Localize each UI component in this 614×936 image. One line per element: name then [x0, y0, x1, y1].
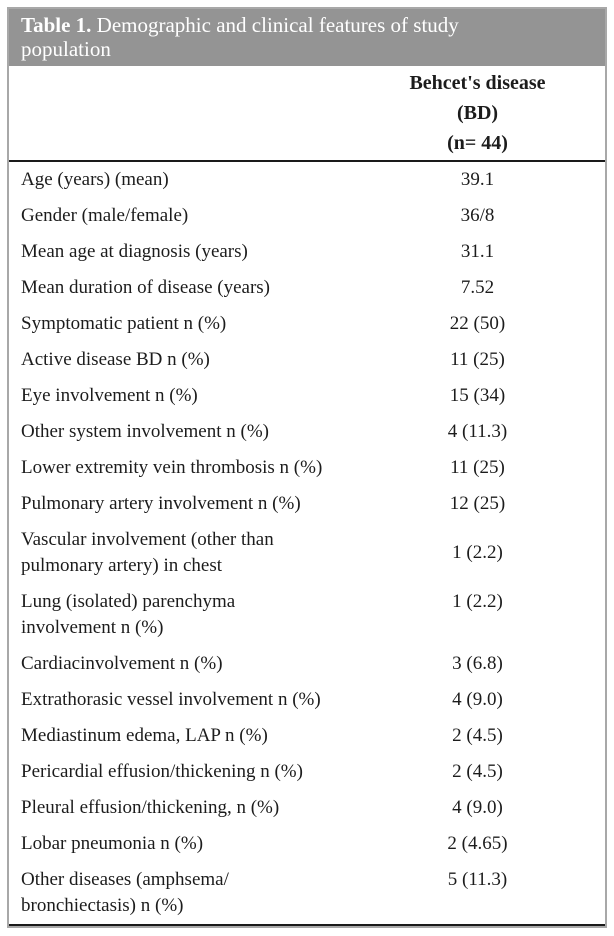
row-value: 2 (4.5)	[452, 725, 503, 746]
table-row: Age (years) (mean) 39.1	[9, 162, 605, 198]
row-value: 1 (2.2)	[452, 542, 503, 563]
table-1: Table 1. Demographic and clinical featur…	[7, 7, 607, 928]
row-value: 4 (9.0)	[452, 689, 503, 710]
column-header-row: Behcet's disease (BD) (n= 44)	[9, 66, 605, 162]
row-label: Pleural effusion/thickening, n (%)	[9, 795, 370, 821]
row-label-line: Eye involvement n (%)	[21, 385, 198, 406]
table-row: Lung (isolated) parenchyma involvement n …	[9, 584, 605, 646]
row-value: 7.52	[460, 277, 495, 298]
table-row: Pulmonary artery involvement n (%) 12 (2…	[9, 486, 605, 522]
table-row: Symptomatic patient n (%) 22 (50)	[9, 306, 605, 342]
table-row: Lobar pneumonia n (%) 2 (4.65)	[9, 826, 605, 862]
row-value: 11 (25)	[450, 457, 505, 478]
row-value: 12 (25)	[449, 493, 506, 514]
table-row: Vascular involvement (other than pulmonar…	[9, 522, 605, 584]
row-value: 3 (6.8)	[452, 653, 503, 674]
row-label: Lung (isolated) parenchyma involvement n …	[9, 589, 370, 641]
table-row: Lower extremity vein thrombosis n (%) 11…	[9, 450, 605, 486]
row-value: 36/8	[460, 205, 495, 226]
row-label-line: bronchiectasis) n (%)	[21, 895, 184, 916]
row-label-line: Gender (male/female)	[21, 205, 189, 226]
table-body: Age (years) (mean) 39.1 Gender (male/fem…	[9, 162, 605, 926]
row-label: Pericardial effusion/thickening n (%)	[9, 759, 370, 785]
row-label-line: Extrathorasic vessel involvement n (%)	[21, 689, 321, 710]
row-value: 4 (11.3)	[447, 421, 508, 442]
row-label-line: Pulmonary artery involvement n (%)	[21, 493, 301, 514]
row-label: Vascular involvement (other than pulmonar…	[9, 527, 370, 579]
row-label: Lobar pneumonia n (%)	[9, 831, 370, 857]
table-row: Active disease BD n (%) 11 (25)	[9, 342, 605, 378]
row-label: Symptomatic patient n (%)	[9, 311, 370, 337]
row-label-line: pulmonary artery) in chest	[21, 555, 223, 576]
row-label-line: Pericardial effusion/thickening n (%)	[21, 761, 303, 782]
row-value: 5 (11.3)	[447, 869, 508, 890]
row-label-line: Vascular involvement (other than	[21, 529, 274, 550]
column-header-spacer	[9, 68, 370, 158]
column-header-bd: Behcet's disease (BD) (n= 44)	[370, 68, 585, 158]
row-value: 31.1	[460, 241, 495, 262]
row-label-line: Other system involvement n (%)	[21, 421, 270, 442]
row-label: Eye involvement n (%)	[9, 383, 370, 409]
column-header-line-3: (n= 44)	[447, 132, 508, 154]
row-value: 11 (25)	[450, 349, 505, 370]
row-value: 2 (4.5)	[452, 761, 503, 782]
row-value: 1 (2.2)	[452, 591, 503, 612]
row-label: Gender (male/female)	[9, 203, 370, 229]
table-row: Mediastinum edema, LAP n (%) 2 (4.5)	[9, 718, 605, 754]
row-label: Mean duration of disease (years)	[9, 275, 370, 301]
row-label-line: Other diseases (amphsema/	[21, 869, 229, 890]
row-label-line: Age (years) (mean)	[21, 169, 169, 190]
row-label-line: Mean age at diagnosis (years)	[21, 241, 248, 262]
row-label: Other diseases (amphsema/bronchiectasis)…	[9, 867, 370, 919]
row-label-line: Mediastinum edema, LAP n (%)	[21, 725, 268, 746]
table-row: Cardiacinvolvement n (%) 3 (6.8)	[9, 646, 605, 682]
row-label: Mean age at diagnosis (years)	[9, 239, 370, 265]
table-caption-text: Demographic and clinical features of stu…	[21, 13, 459, 61]
column-header-line-1: Behcet's disease	[409, 72, 546, 94]
table-caption: Table 1. Demographic and clinical featur…	[9, 9, 605, 66]
row-label-line: involvement n (%)	[21, 617, 164, 638]
row-label-line: Active disease BD n (%)	[21, 349, 210, 370]
row-label-line: Cardiacinvolvement n (%)	[21, 653, 223, 674]
row-label-line: Mean duration of disease (years)	[21, 277, 271, 298]
row-label: Extrathorasic vessel involvement n (%)	[9, 687, 370, 713]
row-label: Pulmonary artery involvement n (%)	[9, 491, 370, 517]
row-label-line: Symptomatic patient n (%)	[21, 313, 227, 334]
row-label-line: Lung (isolated) parenchyma	[21, 591, 236, 612]
row-label: Lower extremity vein thrombosis n (%)	[9, 455, 370, 481]
row-value: 4 (9.0)	[452, 797, 503, 818]
table-row: Mean age at diagnosis (years) 31.1	[9, 234, 605, 270]
row-value: 2 (4.65)	[447, 833, 508, 854]
table-row: Other system involvement n (%) 4 (11.3)	[9, 414, 605, 450]
row-value: 22 (50)	[449, 313, 506, 334]
row-label: Other system involvement n (%)	[9, 419, 370, 445]
row-label-line: Lower extremity vein thrombosis n (%)	[21, 457, 323, 478]
table-row: Extrathorasic vessel involvement n (%) 4…	[9, 682, 605, 718]
table-row: Eye involvement n (%) 15 (34)	[9, 378, 605, 414]
table-caption-label: Table 1.	[21, 13, 92, 37]
row-label: Cardiacinvolvement n (%)	[9, 651, 370, 677]
row-value: 39.1	[460, 169, 495, 190]
row-label-line: Lobar pneumonia n (%)	[21, 833, 204, 854]
row-value: 15 (34)	[449, 385, 506, 406]
row-label: Active disease BD n (%)	[9, 347, 370, 373]
column-header-line-2: (BD)	[456, 102, 499, 124]
table-row: Pericardial effusion/thickening n (%) 2 …	[9, 754, 605, 790]
table-row: Pleural effusion/thickening, n (%) 4 (9.…	[9, 790, 605, 826]
table-row: Mean duration of disease (years) 7.52	[9, 270, 605, 306]
table-row: Gender (male/female) 36/8	[9, 198, 605, 234]
table-row: Other diseases (amphsema/bronchiectasis)…	[9, 862, 605, 924]
row-label: Age (years) (mean)	[9, 167, 370, 193]
row-label-line: Pleural effusion/thickening, n (%)	[21, 797, 280, 818]
row-label: Mediastinum edema, LAP n (%)	[9, 723, 370, 749]
